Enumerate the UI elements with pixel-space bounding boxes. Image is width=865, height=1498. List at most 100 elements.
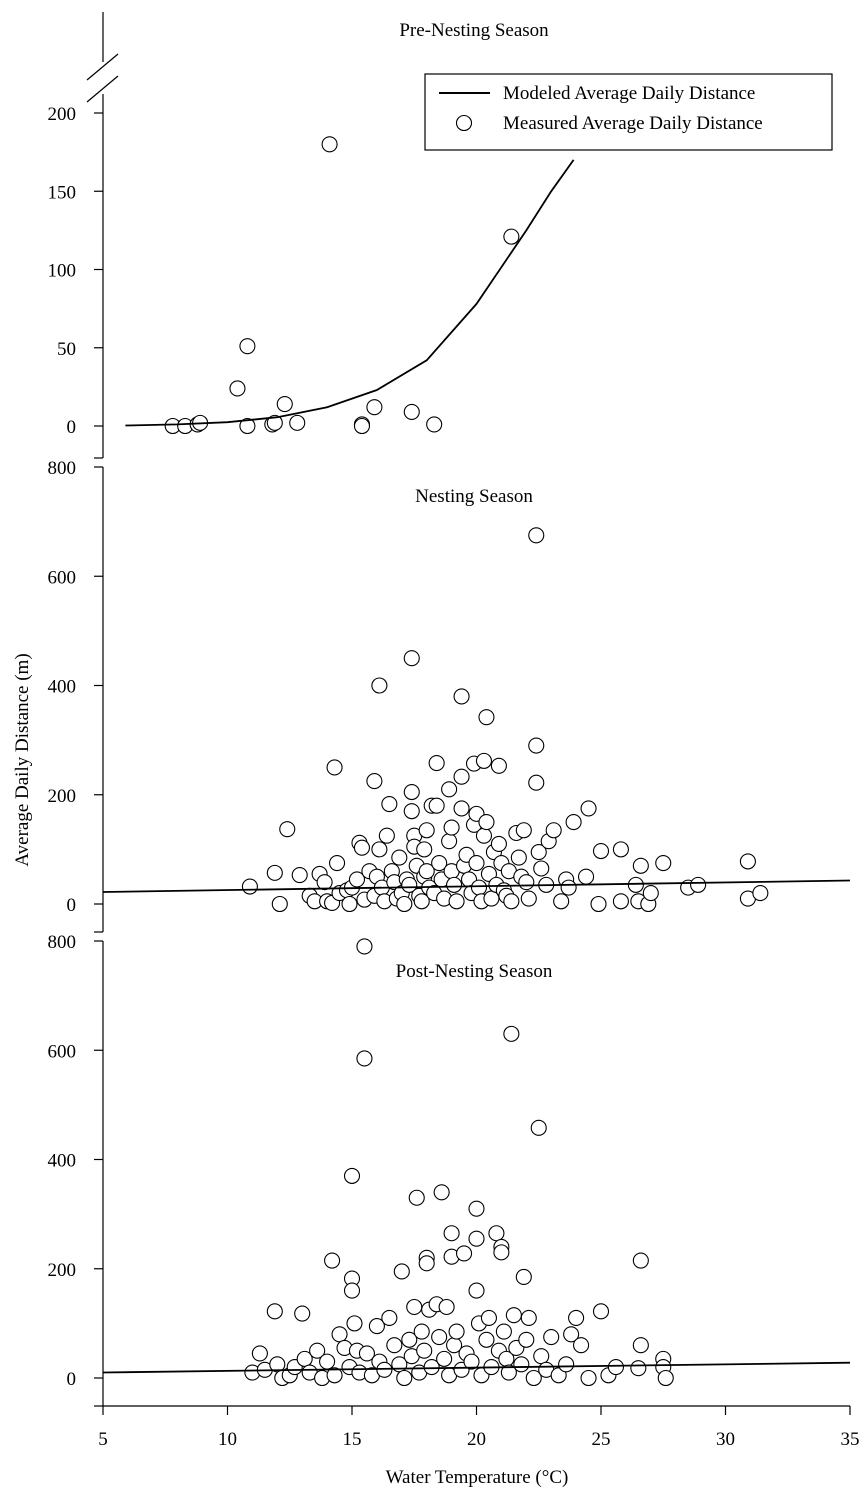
data-point-4: [229, 380, 246, 397]
data-point-35: [393, 1263, 410, 1280]
data-point-41: [403, 803, 420, 820]
x-axis-title: Water Temperature (°C): [386, 1467, 569, 1488]
data-point-52: [438, 1298, 455, 1316]
data-point-76: [470, 879, 488, 896]
data-point-96: [515, 822, 532, 839]
data-point-86: [533, 1348, 550, 1365]
data-point-13: [353, 417, 371, 435]
data-point-80: [513, 1356, 530, 1373]
y-tick-label-800: 800: [48, 932, 77, 953]
x-tick-label-20: 20: [467, 1429, 486, 1450]
data-point-39: [403, 650, 420, 667]
data-point-17: [503, 228, 520, 245]
data-point-1: [266, 864, 283, 881]
y-tick-label-0: 0: [67, 417, 77, 438]
data-point-46: [413, 893, 430, 910]
data-point-99: [632, 1252, 649, 1269]
y-tick-label-100: 100: [48, 261, 77, 282]
data-point-16: [331, 1326, 348, 1343]
data-point-94: [510, 849, 527, 866]
data-point-95: [592, 1303, 610, 1320]
y-tick-label-600: 600: [48, 567, 77, 588]
data-point-100: [528, 737, 545, 754]
legend-entry-measured: Measured Average Daily Distance: [503, 113, 763, 134]
y-tick-label-0: 0: [67, 895, 77, 916]
data-point-49: [431, 1328, 448, 1346]
data-point-82: [480, 865, 498, 883]
data-point-25: [371, 677, 388, 694]
data-point-114: [592, 842, 610, 860]
data-point-13: [319, 1353, 336, 1370]
data-point-54: [428, 755, 445, 772]
data-point-8: [266, 414, 283, 431]
x-tick-label-35: 35: [841, 1429, 860, 1450]
data-point-54: [443, 1225, 460, 1242]
data-point-61: [443, 819, 460, 836]
data-point-90: [558, 1356, 575, 1373]
data-point-81: [478, 814, 495, 831]
data-point-76: [500, 1364, 517, 1381]
data-point-40: [408, 1189, 425, 1206]
y-tick-label-800: 800: [48, 458, 77, 479]
data-point-121: [642, 885, 659, 902]
data-point-79: [475, 827, 493, 844]
panel-title: Pre-Nesting Season: [399, 20, 549, 41]
data-point-14: [324, 1252, 341, 1269]
data-point-102: [530, 844, 547, 861]
y-tick-label-400: 400: [48, 677, 77, 698]
data-point-119: [632, 857, 649, 874]
legend: Modeled Average Daily Distance Measured …: [424, 73, 833, 151]
data-point-4: [291, 866, 308, 884]
data-point-66: [453, 768, 470, 785]
data-point-10: [289, 414, 306, 431]
data-point-16: [426, 416, 443, 433]
data-point-11: [321, 136, 338, 153]
x-axis: 5 10 15 20 25 30 35: [98, 1405, 860, 1450]
data-point-85: [530, 1119, 547, 1136]
data-point-67: [478, 1331, 495, 1348]
data-point-78: [505, 1307, 522, 1324]
data-point-98: [630, 1360, 647, 1377]
data-point-19: [353, 839, 371, 856]
x-tick-label-25: 25: [592, 1429, 611, 1450]
data-point-64: [468, 1282, 485, 1299]
data-point-93: [573, 1337, 590, 1354]
data-point-22: [346, 1315, 363, 1332]
data-point-125: [739, 853, 756, 870]
data-point-111: [578, 868, 595, 885]
data-point-124: [690, 876, 707, 893]
data-point-103: [657, 1369, 674, 1387]
data-point-112: [580, 800, 597, 817]
data-point-8: [294, 1305, 311, 1322]
data-point-74: [495, 1323, 512, 1340]
data-point-33: [386, 1337, 403, 1354]
model-curve: [125, 159, 575, 427]
data-point-59: [455, 1245, 473, 1262]
data-point-62: [468, 1200, 485, 1217]
data-point-11: [309, 1342, 326, 1359]
data-point-91: [563, 1326, 580, 1343]
data-point-83: [520, 1309, 537, 1326]
data-point-101: [528, 774, 545, 791]
data-point-47: [423, 1359, 440, 1376]
data-point-100: [632, 1337, 649, 1354]
y-tick-label-600: 600: [48, 1041, 77, 1062]
data-point-68: [480, 1309, 498, 1326]
data-point-17: [348, 871, 366, 888]
data-point-117: [627, 876, 644, 893]
x-tick-label-5: 5: [98, 1429, 108, 1450]
data-point-103: [533, 860, 550, 877]
legend-circle-symbol: [455, 114, 473, 132]
x-tick-label-30: 30: [716, 1429, 735, 1450]
data-point-15: [403, 403, 420, 420]
data-point-63: [468, 1230, 485, 1247]
data-point-36: [396, 1369, 413, 1387]
data-point-122: [655, 854, 672, 872]
data-point-19: [343, 1167, 361, 1184]
data-point-92: [503, 893, 520, 910]
data-point-88: [543, 1328, 560, 1346]
data-point-6: [239, 417, 256, 435]
data-point-21: [343, 1282, 361, 1299]
data-point-61: [463, 1353, 480, 1370]
